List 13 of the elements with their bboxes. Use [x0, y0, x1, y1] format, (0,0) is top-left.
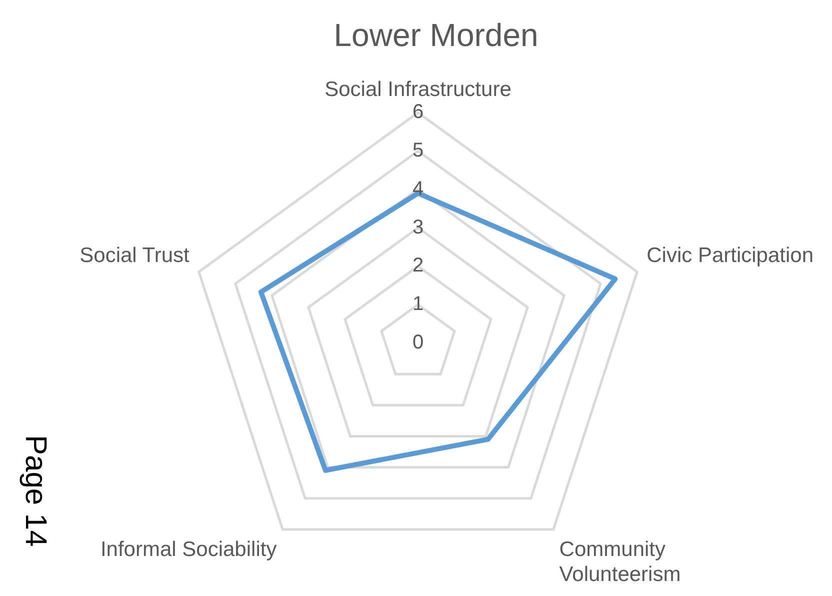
chart-title: Lower Morden — [334, 17, 538, 54]
spoke-label: Social Infrastructure — [324, 78, 512, 101]
y-tick-label: 1 — [412, 293, 424, 316]
text: Page 14 — [18, 435, 52, 547]
spoke-label: Informal Sociability — [100, 538, 278, 561]
y-tick-label: 6 — [412, 101, 424, 124]
spoke-label: Community Volunteerism — [559, 538, 681, 586]
y-tick-label: 3 — [412, 216, 424, 238]
spoke-label: Social Trust — [80, 244, 190, 267]
y-tick-label: 0 — [412, 332, 424, 354]
spoke-label: Civic Participation — [646, 244, 814, 267]
y-tick-label: 2 — [412, 254, 424, 277]
y-tick-label: 5 — [412, 140, 424, 162]
